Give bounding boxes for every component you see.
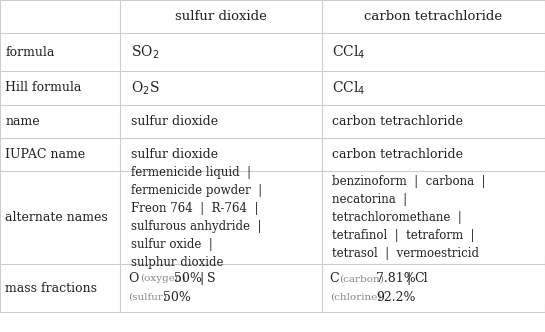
Text: Hill formula: Hill formula: [5, 81, 82, 95]
Text: sulfur dioxide: sulfur dioxide: [131, 148, 218, 161]
Text: SO$_2$: SO$_2$: [131, 43, 159, 61]
Text: O: O: [128, 272, 138, 285]
Text: fermenicide liquid  |
fermenicide powder  |
Freon 764  |  R-764  |
sulfurous anh: fermenicide liquid | fermenicide powder …: [131, 166, 262, 269]
Text: CCl$_4$: CCl$_4$: [332, 43, 366, 61]
Text: alternate names: alternate names: [5, 211, 108, 224]
Text: benzinoform  |  carbona  |
necatorina  |
tetrachloromethane  |
tetrafinol  |  te: benzinoform | carbona | necatorina | tet…: [332, 175, 486, 260]
Text: 50%: 50%: [174, 272, 202, 285]
Text: (sulfur): (sulfur): [128, 293, 167, 302]
Text: carbon tetrachloride: carbon tetrachloride: [332, 148, 463, 161]
Text: |: |: [199, 272, 203, 285]
Text: (carbon): (carbon): [340, 274, 384, 283]
Text: formula: formula: [5, 46, 55, 59]
Text: (oxygen): (oxygen): [140, 274, 186, 283]
Text: carbon tetrachloride: carbon tetrachloride: [364, 10, 502, 23]
Text: sulfur dioxide: sulfur dioxide: [175, 10, 267, 23]
Text: sulfur dioxide: sulfur dioxide: [131, 115, 218, 128]
Text: 92.2%: 92.2%: [376, 291, 415, 304]
Text: IUPAC name: IUPAC name: [5, 148, 86, 161]
Text: 50%: 50%: [164, 291, 191, 304]
Text: C: C: [330, 272, 340, 285]
Text: |: |: [406, 272, 410, 285]
Text: carbon tetrachloride: carbon tetrachloride: [332, 115, 463, 128]
Text: Cl: Cl: [414, 272, 428, 285]
Text: CCl$_4$: CCl$_4$: [332, 79, 366, 97]
Text: S: S: [207, 272, 216, 285]
Text: 7.81%: 7.81%: [376, 272, 416, 285]
Text: O$_2$S: O$_2$S: [131, 79, 159, 97]
Text: mass fractions: mass fractions: [5, 282, 98, 294]
Text: name: name: [5, 115, 40, 128]
Text: (chlorine): (chlorine): [330, 293, 381, 302]
